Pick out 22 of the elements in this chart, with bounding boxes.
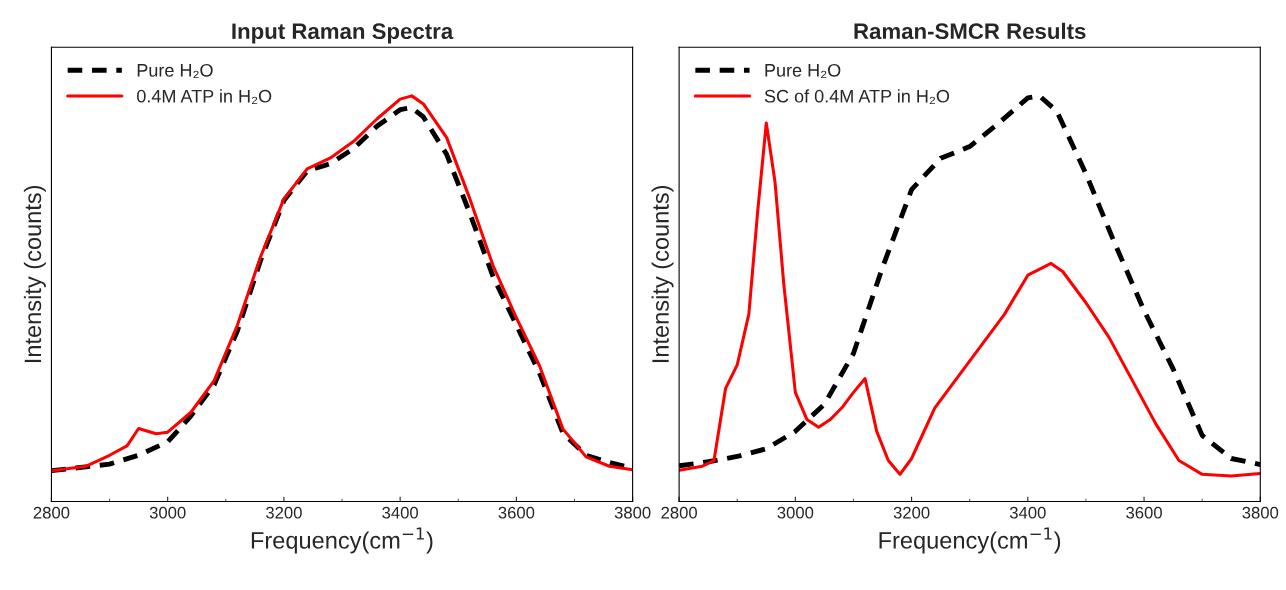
y-axis-title: Intensity (counts) [23,185,46,363]
x-tick-label: 3200 [266,506,302,519]
x-tick-label: 3000 [777,506,814,519]
x-tick-label: 3000 [149,506,186,519]
x-tick-label: 2800 [661,506,697,519]
x-tick-label: 3200 [893,506,930,519]
chart-title: Input Raman Spectra [232,23,454,44]
legend-label: Pure H₂O [765,63,841,79]
x-axis-title: Frequency(cm$^{−1}$) [251,527,433,554]
x-tick-label: 3600 [498,506,535,519]
x-axis-title: Frequency(cm$^{−1}$) [879,527,1061,554]
chart-title: Raman-SMCR Results [854,22,1086,40]
x-tick-label: 3400 [1009,506,1046,519]
x-tick-label: 3600 [1126,506,1162,519]
x-tick-label: 3800 [614,506,651,519]
x-tick-label: 3800 [1242,506,1279,519]
y-axis-title: Intensity (counts) [651,185,674,363]
x-tick-label: 3400 [382,506,419,519]
x-tick-label: 2800 [33,506,70,519]
legend-label: 0.4M ATP in H₂O [137,89,272,104]
legend-label: SC of 0.4M ATP in H₂O [764,89,950,104]
legend-label: Pure H₂O [137,63,213,79]
